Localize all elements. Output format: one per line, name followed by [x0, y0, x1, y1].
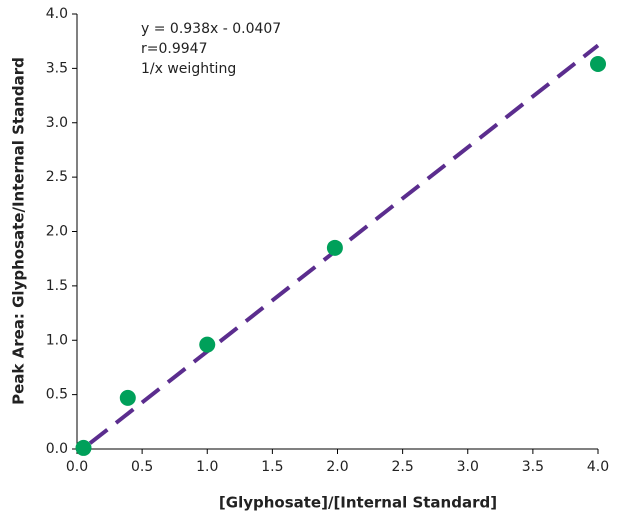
x-tick-label: 3.0: [457, 459, 479, 475]
y-tick-label: 0.5: [46, 387, 68, 403]
y-tick-label: 1.0: [46, 332, 68, 348]
y-tick-label: 4.0: [46, 6, 68, 22]
annotation: y = 0.938x - 0.0407: [141, 21, 281, 37]
data-point: [326, 239, 343, 256]
y-tick-label: 3.0: [46, 115, 68, 131]
x-tick-label: 4.0: [587, 459, 609, 475]
x-tick-label: 0.0: [66, 459, 88, 475]
x-tick-label: 0.5: [131, 459, 153, 475]
y-tick-label: 2.0: [46, 224, 68, 240]
annotation: r=0.9947: [141, 41, 207, 57]
data-point: [590, 56, 606, 73]
x-axis-title: [Glyphosate]/[Internal Standard]: [219, 494, 497, 512]
y-tick-label: 2.5: [46, 169, 68, 185]
fit-line: [88, 43, 600, 445]
y-tick-label: 3.5: [46, 60, 68, 76]
y-tick-label: 1.5: [46, 278, 68, 294]
data-point: [119, 389, 136, 406]
y-tick-label: 0.0: [46, 441, 68, 457]
data-point: [75, 439, 92, 456]
annotation: 1/x weighting: [141, 61, 236, 77]
y-axis-title: Peak Area: Glyphosate/Internal Standard: [10, 57, 28, 405]
x-tick-label: 1.0: [196, 459, 218, 475]
x-tick-label: 2.5: [391, 459, 413, 475]
x-tick-label: 3.5: [522, 459, 544, 475]
x-tick-label: 2.0: [326, 459, 348, 475]
x-tick-label: 1.5: [261, 459, 283, 475]
data-point: [199, 336, 216, 353]
